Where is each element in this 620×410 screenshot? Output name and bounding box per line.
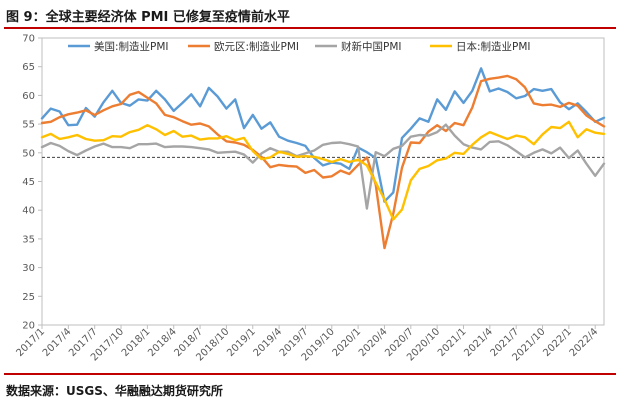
chart-legend: 美国:制造业PMI 欧元区:制造业PMI 财新中国PMI 日本:制造业PMI bbox=[68, 40, 531, 53]
legend-label-0: 美国:制造业PMI bbox=[94, 40, 169, 53]
pmi-line-chart: 20253035404550556065702017/12017/42017/7… bbox=[14, 34, 606, 363]
source-divider bbox=[4, 373, 616, 375]
x-tick-label: 2021/1 bbox=[436, 326, 469, 359]
legend-label-3: 日本:制造业PMI bbox=[456, 40, 531, 53]
legend-label-2: 财新中国PMI bbox=[341, 40, 402, 53]
y-tick-label: 70 bbox=[22, 34, 35, 45]
title-divider bbox=[4, 27, 616, 29]
y-tick-label: 35 bbox=[22, 234, 35, 245]
x-tick-label: 2017/4 bbox=[41, 326, 74, 359]
x-tick-label: 2021/4 bbox=[462, 326, 495, 359]
chart-axes: 20253035404550556065702017/12017/42017/7… bbox=[14, 34, 605, 363]
series-line-3 bbox=[40, 120, 606, 221]
x-tick-label: 2018/1 bbox=[120, 326, 153, 359]
series-line-0 bbox=[40, 67, 606, 203]
series-line-2 bbox=[40, 123, 606, 210]
y-tick-label: 55 bbox=[22, 120, 35, 131]
y-tick-label: 30 bbox=[22, 263, 35, 274]
source-note: 数据来源：USGS、华融融达期货研究所 bbox=[6, 384, 223, 398]
x-tick-label: 2020/4 bbox=[357, 326, 390, 359]
x-tick-label: 2018/4 bbox=[146, 326, 179, 359]
x-tick-label: 2019/4 bbox=[252, 326, 285, 359]
figure-title: 图 9：全球主要经济体 PMI 已修复至疫情前水平 bbox=[6, 10, 290, 25]
legend-label-1: 欧元区:制造业PMI bbox=[214, 40, 299, 53]
x-tick-label: 2022/4 bbox=[568, 326, 601, 359]
series-line-1 bbox=[40, 74, 606, 250]
y-tick-label: 25 bbox=[22, 292, 35, 303]
y-tick-label: 45 bbox=[22, 177, 35, 188]
y-tick-label: 65 bbox=[22, 62, 35, 73]
x-tick-label: 2022/1 bbox=[541, 326, 574, 359]
series-layer bbox=[40, 67, 606, 250]
x-tick-label: 2020/1 bbox=[331, 326, 364, 359]
y-tick-label: 60 bbox=[22, 91, 35, 102]
y-tick-label: 40 bbox=[22, 206, 35, 217]
x-tick-label: 2019/1 bbox=[225, 326, 258, 359]
y-tick-label: 20 bbox=[22, 321, 35, 332]
y-tick-label: 50 bbox=[22, 148, 35, 159]
